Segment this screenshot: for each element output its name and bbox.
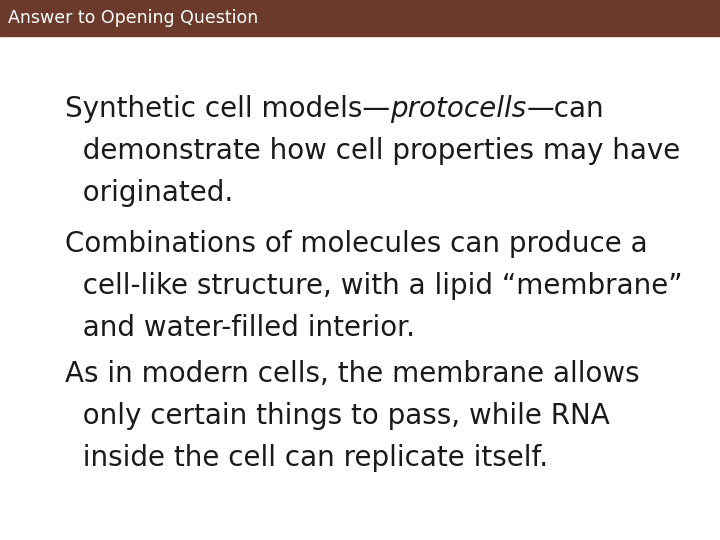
Text: originated.: originated.	[65, 179, 233, 207]
Text: Combinations of molecules can produce a: Combinations of molecules can produce a	[65, 230, 647, 258]
Text: —can: —can	[526, 95, 604, 123]
Text: and water-filled interior.: and water-filled interior.	[65, 314, 415, 342]
Text: As in modern cells, the membrane allows: As in modern cells, the membrane allows	[65, 360, 639, 388]
Text: Answer to Opening Question: Answer to Opening Question	[8, 9, 258, 27]
Text: only certain things to pass, while RNA: only certain things to pass, while RNA	[65, 402, 610, 430]
Text: Synthetic cell models—: Synthetic cell models—	[65, 95, 390, 123]
Text: inside the cell can replicate itself.: inside the cell can replicate itself.	[65, 444, 548, 472]
Text: protocells: protocells	[390, 95, 526, 123]
Bar	[0, 0, 720, 36]
Text: cell-like structure, with a lipid “membrane”: cell-like structure, with a lipid “membr…	[65, 272, 683, 300]
Text: demonstrate how cell properties may have: demonstrate how cell properties may have	[65, 137, 680, 165]
